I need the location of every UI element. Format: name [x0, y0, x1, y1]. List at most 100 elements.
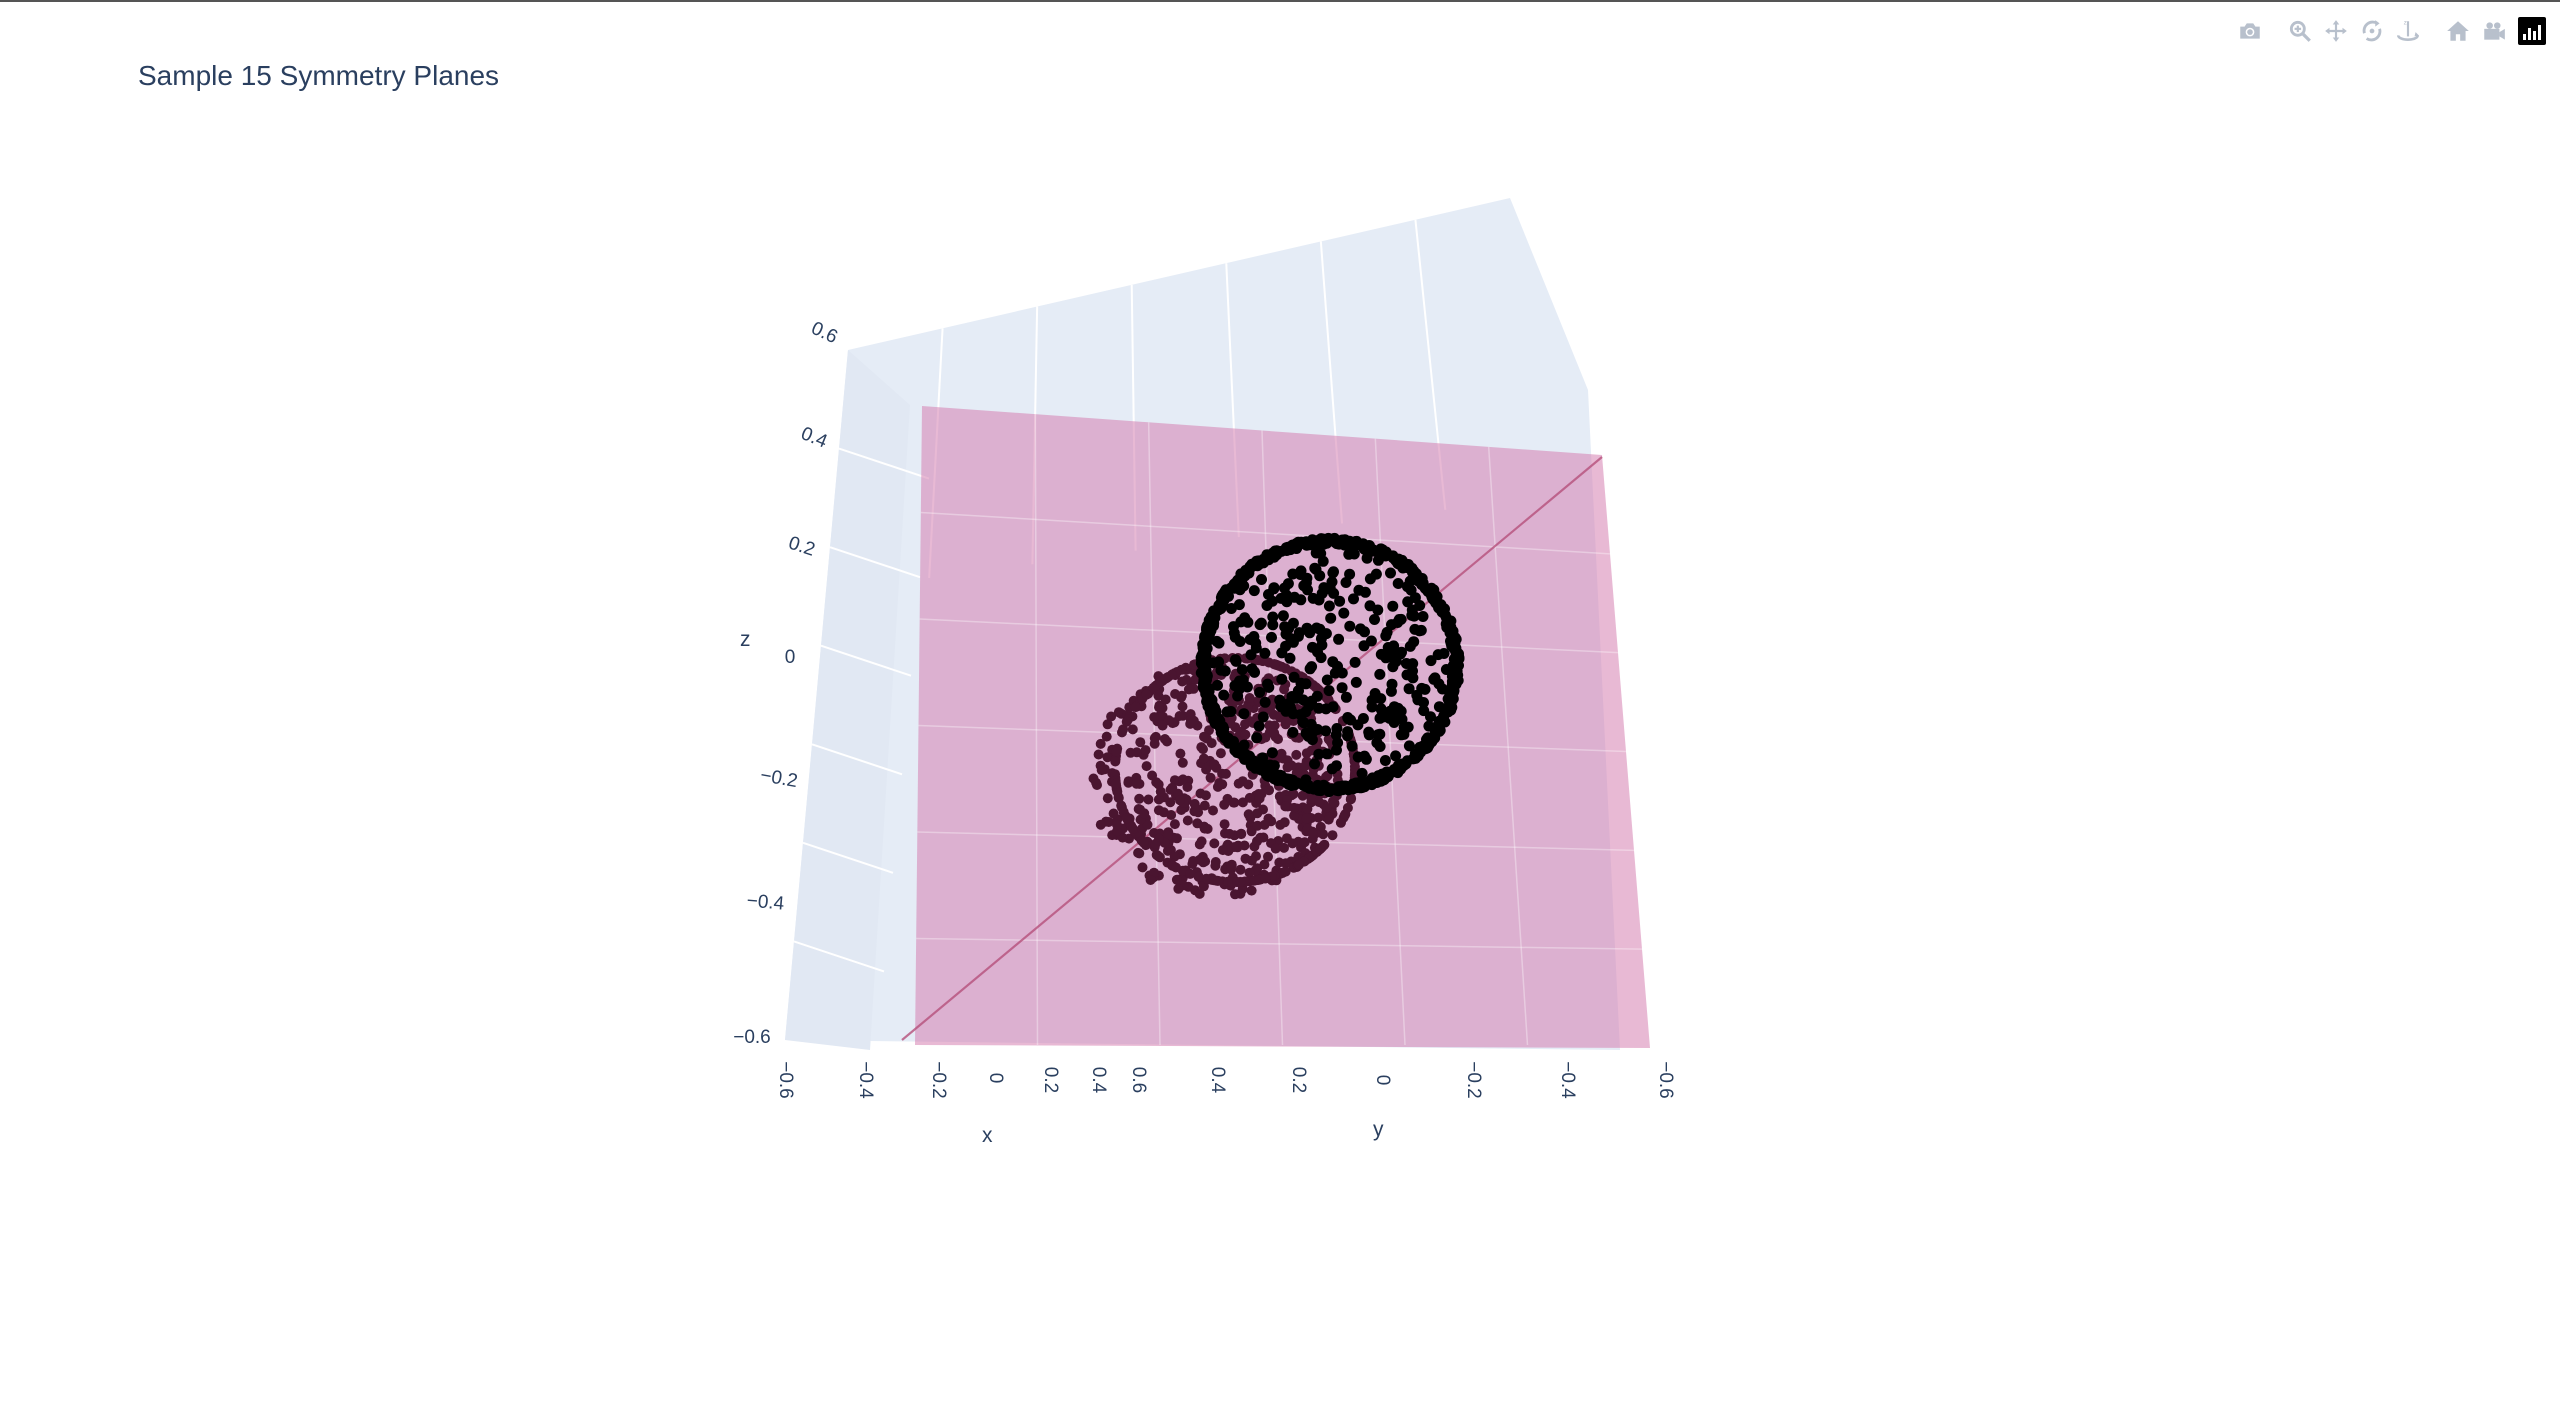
orbit-rotation-icon[interactable]: [2354, 16, 2390, 46]
data-point: [1095, 738, 1106, 749]
data-point: [1333, 633, 1345, 645]
data-point: [1230, 655, 1242, 667]
data-point: [1243, 779, 1254, 790]
tick-label: 0.4: [798, 423, 831, 453]
data-point: [1425, 736, 1437, 748]
data-point: [1235, 568, 1247, 580]
data-point: [1320, 628, 1332, 640]
data-point: [1347, 539, 1359, 551]
data-point: [1212, 679, 1223, 691]
data-point: [1407, 658, 1419, 670]
data-point: [1342, 712, 1354, 723]
data-point: [1102, 793, 1113, 804]
data-point: [1395, 705, 1407, 717]
data-point: [1208, 805, 1218, 816]
data-point: [1196, 742, 1207, 753]
modebar: z: [2232, 16, 2546, 46]
data-point: [1198, 642, 1210, 654]
data-point: [1189, 798, 1200, 809]
x-axis-title: x: [982, 1124, 993, 1147]
diagonal-line: [901, 456, 1603, 1041]
data-point: [1406, 604, 1418, 616]
data-point: [1203, 696, 1215, 708]
data-point: [1446, 640, 1458, 652]
data-point: [1329, 798, 1340, 809]
data-point: [1160, 694, 1171, 705]
data-point: [1196, 836, 1207, 847]
data-point: [1313, 702, 1325, 714]
data-point: [1300, 774, 1312, 786]
data-point: [1370, 692, 1382, 704]
data-point: [1169, 851, 1180, 862]
data-point: [1155, 786, 1166, 797]
tick-label: 0.4: [1207, 1067, 1228, 1094]
data-point: [1306, 794, 1317, 804]
data-point: [1185, 868, 1196, 879]
data-point: [1309, 758, 1321, 770]
gridline: [829, 546, 921, 579]
data-point: [1261, 549, 1273, 561]
data-point: [1175, 748, 1186, 759]
data-point: [1205, 772, 1216, 783]
data-point: [1130, 702, 1141, 713]
data-point: [1244, 792, 1255, 803]
data-point: [1391, 555, 1403, 567]
data-point: [1302, 584, 1313, 596]
data-point: [1453, 648, 1464, 660]
data-point: [1199, 731, 1209, 742]
data-point: [1307, 641, 1318, 653]
data-point: [1237, 674, 1249, 686]
camera-video-icon[interactable]: [2476, 16, 2512, 46]
data-point: [1259, 696, 1271, 708]
data-point: [1151, 777, 1162, 788]
data-point: [1185, 718, 1196, 729]
data-point: [1239, 840, 1250, 851]
data-point: [1176, 692, 1187, 703]
gridline: [820, 644, 912, 677]
data-point: [1309, 562, 1321, 574]
data-point: [1270, 843, 1281, 854]
data-point: [1365, 635, 1377, 647]
data-point: [1252, 808, 1263, 819]
data-point: [1219, 799, 1230, 810]
camera-icon[interactable]: [2232, 16, 2268, 46]
data-point: [1322, 693, 1333, 704]
data-point: [1315, 548, 1327, 559]
data-point: [1355, 623, 1366, 635]
data-point: [1255, 617, 1267, 629]
data-point: [1293, 859, 1304, 870]
data-point: [1261, 600, 1273, 611]
home-icon[interactable]: [2440, 16, 2476, 46]
turntable-rotation-icon[interactable]: z: [2390, 16, 2426, 46]
gridline: [838, 447, 930, 480]
zoom-icon[interactable]: [2282, 16, 2318, 46]
data-point: [1392, 578, 1404, 589]
data-point: [1313, 748, 1325, 760]
data-point: [1230, 889, 1240, 900]
data-point: [1267, 611, 1279, 623]
data-point: [1236, 829, 1247, 840]
data-point: [1106, 711, 1117, 722]
data-point: [1102, 719, 1113, 730]
data-point: [1307, 592, 1319, 604]
data-point: [1150, 838, 1161, 849]
data-point: [1328, 566, 1339, 578]
data-point: [1169, 775, 1180, 786]
data-point: [1244, 693, 1255, 703]
data-point: [1363, 726, 1375, 738]
data-point: [1327, 830, 1338, 841]
pan-icon[interactable]: [2318, 16, 2354, 46]
data-point: [1143, 794, 1154, 805]
data-point: [1266, 631, 1277, 643]
data-point: [1401, 669, 1413, 681]
data-point: [1243, 809, 1254, 820]
data-point: [1169, 819, 1180, 830]
data-point: [1282, 541, 1294, 553]
data-point: [1291, 749, 1302, 760]
gridline: [793, 940, 885, 973]
data-point: [1157, 720, 1168, 731]
plotly-logo-icon[interactable]: [2518, 17, 2546, 45]
data-point: [1348, 548, 1360, 560]
data-point: [1402, 596, 1414, 608]
